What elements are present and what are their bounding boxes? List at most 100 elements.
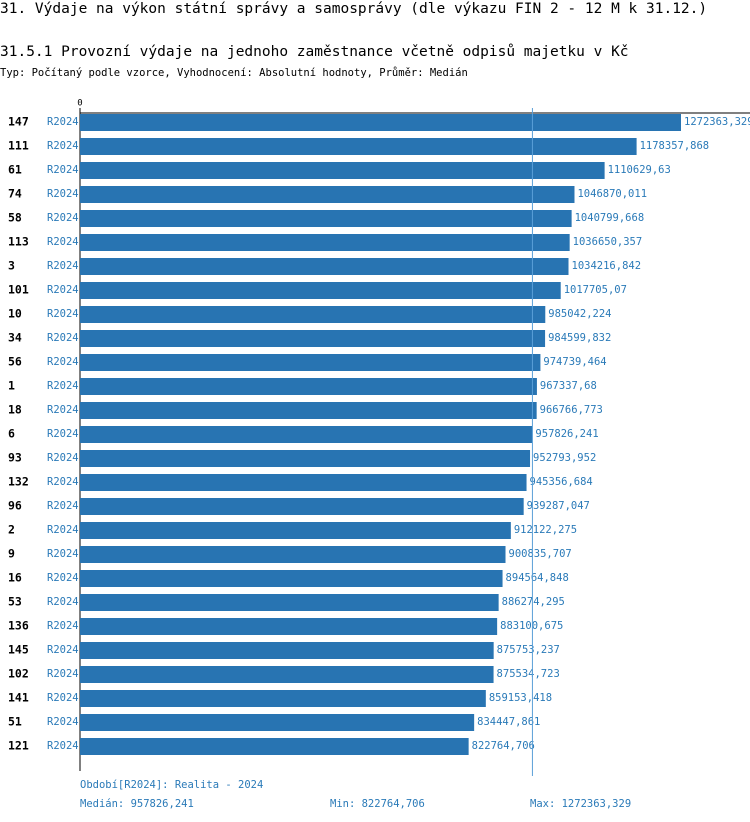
bar [80,474,527,491]
bar [80,690,486,707]
category-label: 56 [8,355,22,369]
bar [80,450,531,467]
value-label: 1046870,011 [577,188,647,200]
x-tick-label: 0 [77,99,82,109]
bar [80,138,637,155]
category-label: 61 [8,163,22,177]
category-label: 136 [8,619,29,633]
value-label: 1110629,63 [608,164,671,176]
bar [80,378,537,395]
value-label: 957826,241 [535,428,598,440]
category-label: 111 [8,139,29,153]
bar [80,306,546,323]
value-label: 1178357,868 [640,140,710,152]
category-label: 10 [8,307,22,321]
category-label: 102 [8,667,29,681]
bar [80,354,541,371]
series-label: R2024 [47,332,79,344]
bar [80,666,494,683]
series-label: R2024 [47,140,79,152]
series-label: R2024 [47,188,79,200]
category-label: 141 [8,691,29,705]
value-label: 974739,464 [543,356,606,368]
chart-title: 31.5.1 Provozní výdaje na jednoho zaměst… [0,44,629,60]
value-label: 967337,68 [540,380,597,392]
bar [80,714,475,731]
bar [80,738,469,755]
value-label: 952793,952 [533,452,596,464]
series-label: R2024 [47,620,79,632]
category-label: 51 [8,715,22,729]
category-label: 145 [8,643,29,657]
category-label: 9 [8,547,15,561]
bar [80,498,524,515]
category-label: 121 [8,739,29,753]
category-label: 132 [8,475,29,489]
series-label: R2024 [47,260,79,272]
footer-median: Medián: 957826,241 [80,798,194,810]
series-label: R2024 [47,308,79,320]
footer-min: Min: 822764,706 [330,798,425,810]
category-label: 1 [8,379,15,393]
bar [80,162,605,179]
series-label: R2024 [47,500,79,512]
bar [80,594,499,611]
bar [80,258,569,275]
series-label: R2024 [47,164,79,176]
bar [80,186,575,203]
value-label: 859153,418 [489,692,552,704]
value-label: 886274,295 [502,596,565,608]
category-label: 2 [8,523,15,537]
series-label: R2024 [47,356,79,368]
series-label: R2024 [47,404,79,416]
series-label: R2024 [47,692,79,704]
category-label: 113 [8,235,29,249]
value-label: 1272363,329 [684,116,750,128]
value-label: 945356,684 [530,476,593,488]
series-label: R2024 [47,524,79,536]
category-label: 3 [8,259,15,273]
value-label: 883100,675 [500,620,563,632]
value-label: 875534,723 [497,668,560,680]
chart-subtitle: Typ: Počítaný podle vzorce, Vyhodnocení:… [0,67,468,79]
category-label: 101 [8,283,29,297]
value-label: 939287,047 [527,500,590,512]
bar [80,522,511,539]
series-label: R2024 [47,284,79,296]
bar [80,402,537,419]
category-label: 74 [8,187,22,201]
series-label: R2024 [47,116,79,128]
series-label: R2024 [47,236,79,248]
value-label: 894564,848 [506,572,569,584]
series-label: R2024 [47,740,79,752]
bar [80,546,506,563]
value-label: 966766,773 [540,404,603,416]
bar [80,618,498,635]
value-label: 984599,832 [548,332,611,344]
series-label: R2024 [47,476,79,488]
bar [80,330,546,347]
value-label: 822764,706 [472,740,535,752]
series-label: R2024 [47,668,79,680]
series-label: R2024 [47,548,79,560]
value-label: 1036650,357 [573,236,643,248]
category-label: 96 [8,499,22,513]
bar [80,282,561,299]
series-label: R2024 [47,428,79,440]
series-label: R2024 [47,596,79,608]
series-label: R2024 [47,644,79,656]
series-label: R2024 [47,452,79,464]
footer-period: Období[R2024]: Realita - 2024 [80,779,263,791]
category-label: 18 [8,403,22,417]
value-label: 1040799,668 [575,212,645,224]
series-label: R2024 [47,716,79,728]
category-label: 6 [8,427,15,441]
category-label: 53 [8,595,22,609]
value-label: 1017705,07 [564,284,627,296]
bar [80,570,503,587]
category-label: 147 [8,115,29,129]
series-label: R2024 [47,212,79,224]
category-label: 16 [8,571,22,585]
value-label: 912122,275 [514,524,577,536]
